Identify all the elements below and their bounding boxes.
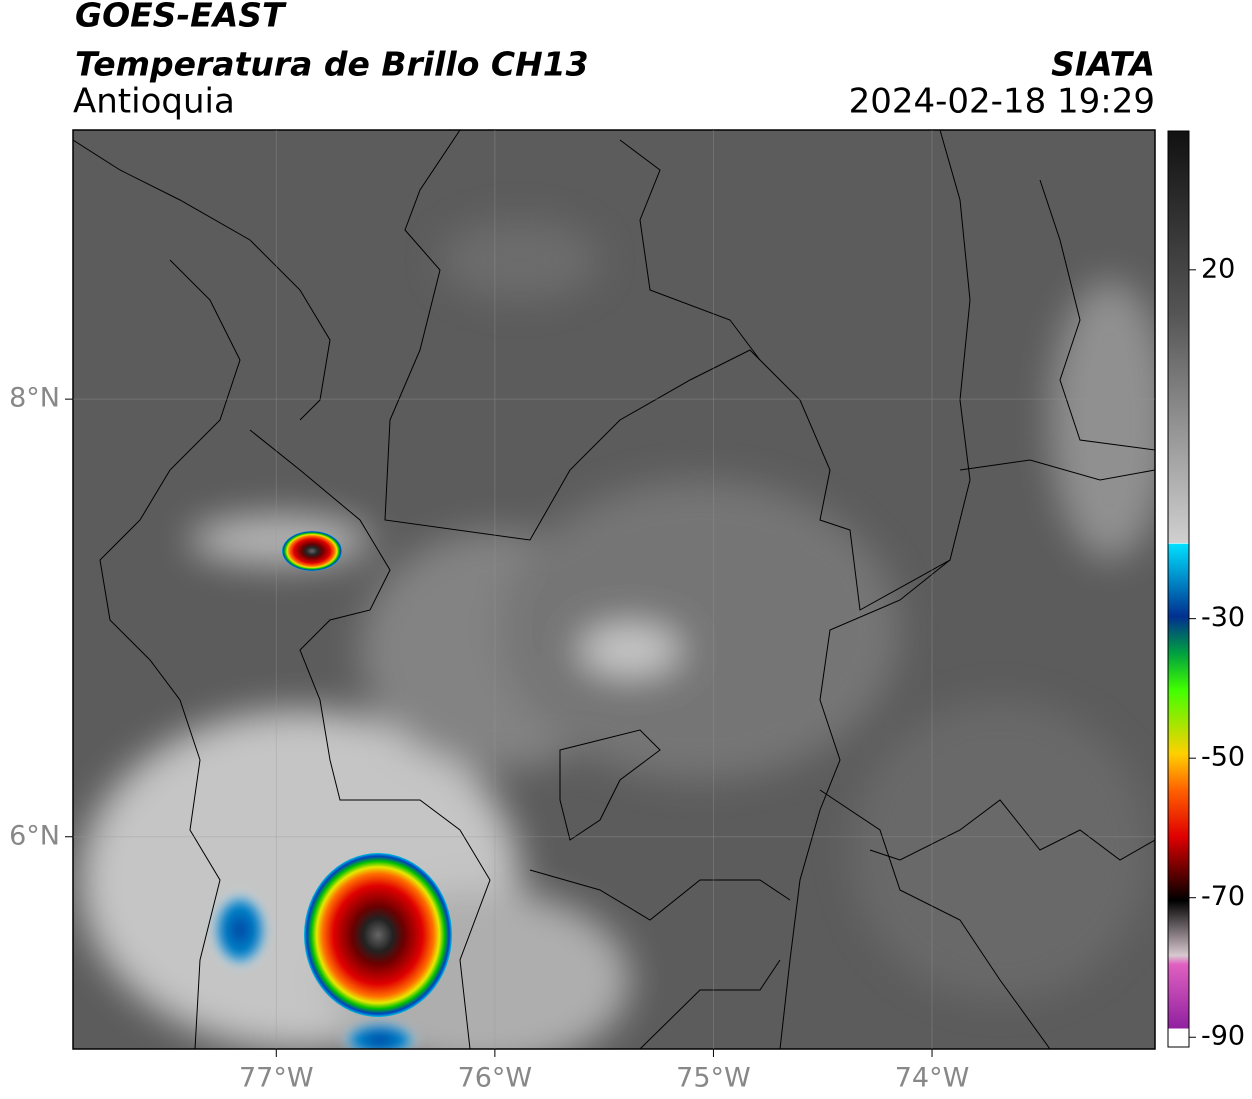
colorbar-tick-label: -90 xyxy=(1201,1021,1245,1052)
source: SIATA xyxy=(1051,45,1155,84)
satellite-image xyxy=(73,130,1155,1049)
x-tick-label: 74°W xyxy=(895,1063,970,1094)
colorbar-tick-label: -50 xyxy=(1201,742,1245,773)
x-tick-label: 76°W xyxy=(458,1063,533,1094)
y-tick-label: 8°N xyxy=(9,383,60,414)
colorbar-tick-label: 20 xyxy=(1201,253,1235,284)
colorbar-tick-label: -70 xyxy=(1201,881,1245,912)
y-tick-label: 6°N xyxy=(9,820,60,851)
title: GOES-EAST xyxy=(75,0,287,35)
map-frame xyxy=(72,129,1156,1050)
colorbar xyxy=(1167,130,1190,1048)
region: Antioquia xyxy=(73,82,235,122)
subtitle: Temperatura de Brillo CH13 xyxy=(75,45,589,84)
colorbar-tick-label: -30 xyxy=(1201,602,1245,633)
x-tick-label: 77°W xyxy=(239,1063,314,1094)
x-tick-label: 75°W xyxy=(676,1063,751,1094)
datetime: 2024-02-18 19:29 xyxy=(849,82,1155,122)
